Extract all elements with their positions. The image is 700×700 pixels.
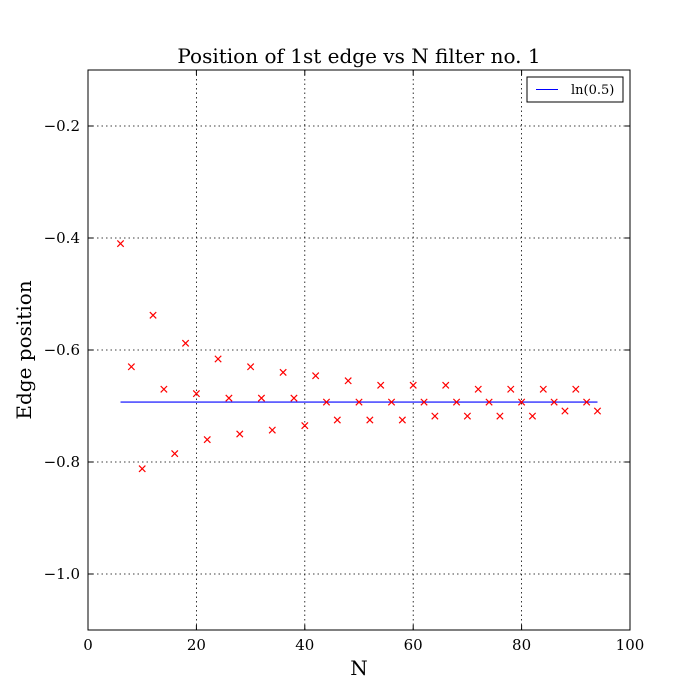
data-point: [572, 385, 580, 393]
data-point: [257, 394, 266, 402]
data-point: [290, 394, 298, 402]
data-point: [474, 385, 482, 393]
data-point: [561, 407, 569, 415]
legend-label: ln(0.5): [571, 83, 614, 98]
data-point: [322, 398, 331, 406]
data-point: [344, 377, 352, 385]
x-tick-label: 40: [295, 636, 314, 654]
x-tick-label: 100: [616, 636, 645, 654]
data-point: [539, 385, 547, 393]
data-point: [431, 412, 439, 420]
x-tick-label: 80: [512, 636, 531, 654]
data-point: [268, 426, 276, 434]
data-point: [550, 398, 558, 406]
data-point: [583, 398, 591, 406]
y-axis-label: Edge position: [12, 280, 36, 419]
data-point: [279, 368, 287, 377]
data-point: [507, 385, 515, 393]
y-tick-label: −0.2: [44, 117, 80, 135]
data-point: [149, 311, 157, 319]
data-point: [181, 339, 190, 347]
plot-content: [116, 239, 602, 473]
grid-lines: [88, 70, 630, 630]
x-tick-label: 60: [404, 636, 423, 654]
data-point: [366, 416, 374, 424]
data-point: [192, 390, 201, 398]
data-point: [485, 398, 493, 406]
axis-ticks: 0 20 40 60 80 100 −1.0 −0.8 −0.6 −0.4 −0.2: [44, 70, 645, 654]
y-tick-label: −0.6: [44, 341, 80, 359]
data-point: [452, 398, 461, 406]
x-tick-label: 20: [187, 636, 206, 654]
data-point: [593, 407, 602, 415]
data-point: [138, 465, 146, 473]
data-point: [246, 363, 255, 371]
data-point: [214, 355, 222, 363]
data-point: [127, 363, 135, 371]
data-point: [116, 239, 125, 248]
legend: ln(0.5): [526, 76, 624, 103]
x-tick-label: 0: [83, 636, 93, 654]
data-point: [333, 416, 341, 424]
x-axis-label: N: [350, 656, 368, 680]
data-point: [160, 385, 168, 393]
data-point: [398, 416, 406, 424]
y-tick-label: −0.4: [44, 229, 80, 247]
data-point: [203, 435, 211, 444]
data-point: [420, 398, 428, 406]
data-point: [409, 381, 417, 389]
data-point: [442, 381, 450, 389]
data-point: [463, 412, 472, 420]
data-point: [517, 398, 526, 406]
chart-title: Position of 1st edge vs N filter no. 1: [177, 44, 540, 68]
data-point: [377, 381, 385, 389]
data-point: [312, 372, 320, 380]
y-tick-label: −1.0: [44, 565, 80, 583]
data-point: [301, 421, 309, 430]
data-point: [496, 412, 504, 420]
data-point: [171, 449, 179, 458]
data-point: [355, 398, 363, 406]
data-point: [528, 412, 537, 420]
y-tick-label: −0.8: [44, 453, 80, 471]
data-point: [236, 430, 244, 438]
data-point: [387, 398, 396, 406]
data-point: [225, 394, 233, 402]
